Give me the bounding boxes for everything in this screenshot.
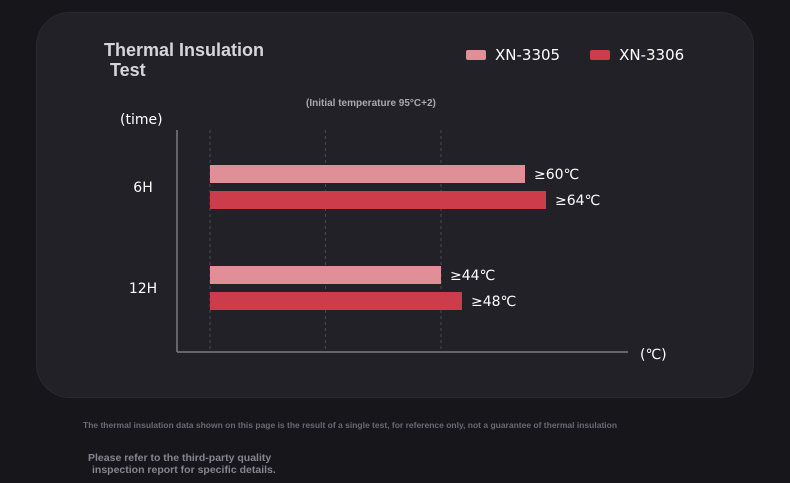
category-label-6h: 6H [133,180,152,196]
bar-xn-3305-6h [210,165,525,183]
legend-swatch-xn-3305 [466,50,486,60]
disclaimer-text: The thermal insulation data shown on thi… [83,420,763,430]
legend-label-xn-3306: XN-3306 [619,46,685,64]
legend-label-xn-3305: XN-3305 [495,46,561,64]
legend-swatch-xn-3306 [590,50,611,60]
legend-item-xn-3306: XN-3306 [590,46,684,64]
chart-grid [209,130,442,352]
y-axis-label: (time) [120,112,163,128]
bar-xn-3306-12h [210,292,462,310]
bar-xn-3305-12h [210,266,441,284]
data-label-xn-3305-6h: ≥60℃ [534,167,579,183]
legend-item-xn-3305: XN-3305 [466,46,560,64]
chart-legend: XN-3305 XN-3306 [466,46,684,64]
report-note: Please refer to the third-party quality … [88,452,338,476]
report-note-line2: inspection report for specific details. [92,464,276,476]
x-axis-label: (℃) [640,347,667,363]
chart-title-line2: Test [110,60,146,80]
report-note-line1: Please refer to the third-party quality [88,452,272,464]
chart-title-line1: Thermal Insulation [104,40,265,60]
disclaimer-line: The thermal insulation data shown on thi… [83,420,618,430]
chart-subtitle: (Initial temperature 95°C+2) [306,98,436,109]
category-label-12h: 12H [129,281,157,297]
data-label-xn-3306-6h: ≥64℃ [555,193,600,209]
chart-bars: 6H ≥60℃ ≥64℃ 12H ≥44℃ ≥48℃ [129,165,600,310]
chart-title: Thermal Insulation Test [104,40,314,80]
bar-xn-3306-6h [210,191,546,209]
data-label-xn-3305-12h: ≥44℃ [450,268,495,284]
data-label-xn-3306-12h: ≥48℃ [471,294,516,310]
